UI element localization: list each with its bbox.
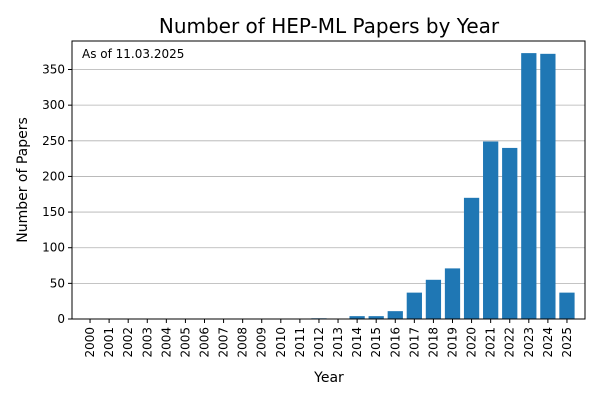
- date-annotation: As of 11.03.2025: [82, 47, 184, 61]
- x-tick-label: 2025: [560, 327, 574, 358]
- y-tick-label: 0: [57, 312, 65, 326]
- bar: [502, 147, 518, 319]
- x-tick-label: 2000: [83, 327, 97, 358]
- x-tick-label: 2018: [426, 327, 440, 358]
- x-tick-label: 2002: [121, 327, 135, 358]
- x-tick-label: 2021: [484, 327, 498, 358]
- bar: [521, 53, 537, 319]
- bar: [483, 141, 499, 319]
- bar: [444, 268, 461, 319]
- x-tick-label: 2005: [178, 327, 192, 358]
- y-axis-label: Number of Papers: [15, 117, 31, 243]
- x-tick-label: 2004: [159, 327, 173, 358]
- y-tick-label: 100: [42, 241, 65, 255]
- x-tick-label: 2008: [236, 327, 250, 358]
- x-axis-ticks: 2000 2001 2002 2003 2004 2005 2006 2007 2008 2009…: [83, 319, 574, 358]
- bar: [368, 316, 384, 319]
- bar: [349, 316, 365, 319]
- x-tick-label: 2019: [446, 327, 460, 358]
- x-tick-label: 2014: [350, 327, 364, 358]
- x-tick-label: 2023: [522, 327, 536, 358]
- x-tick-label: 2011: [293, 327, 307, 358]
- x-tick-label: 2003: [140, 327, 154, 358]
- gridlines: [72, 69, 585, 320]
- x-tick-label: 2006: [198, 327, 212, 358]
- y-axis-ticks: 0 50 100 150 200 250 300 350: [42, 63, 72, 326]
- bars: [311, 53, 575, 319]
- bar: [463, 197, 480, 319]
- x-tick-label: 2024: [541, 327, 555, 358]
- x-tick-label: 2001: [102, 327, 116, 358]
- x-tick-label: 2015: [369, 327, 383, 358]
- y-tick-label: 50: [50, 276, 65, 290]
- y-tick-label: 300: [42, 98, 65, 112]
- y-tick-label: 200: [42, 169, 65, 183]
- y-tick-label: 250: [42, 134, 65, 148]
- x-tick-label: 2012: [312, 327, 326, 358]
- x-tick-label: 2022: [503, 327, 517, 358]
- x-tick-label: 2007: [217, 327, 231, 358]
- x-tick-label: 2016: [388, 327, 402, 358]
- y-tick-label: 350: [42, 63, 65, 77]
- x-tick-label: 2017: [407, 327, 421, 358]
- x-tick-label: 2010: [274, 327, 288, 358]
- x-tick-label: 2013: [331, 327, 345, 358]
- y-tick-label: 150: [42, 205, 65, 219]
- x-axis-label: Year: [313, 370, 344, 386]
- bar: [406, 292, 422, 319]
- bar: [559, 292, 575, 319]
- bar: [387, 311, 403, 319]
- plot-frame: [71, 40, 586, 320]
- bar: [425, 279, 442, 319]
- chart-title: Number of HEP-ML Papers by Year: [159, 14, 500, 38]
- bar: [540, 53, 556, 319]
- x-tick-label: 2020: [465, 327, 479, 358]
- x-tick-label: 2009: [255, 327, 269, 358]
